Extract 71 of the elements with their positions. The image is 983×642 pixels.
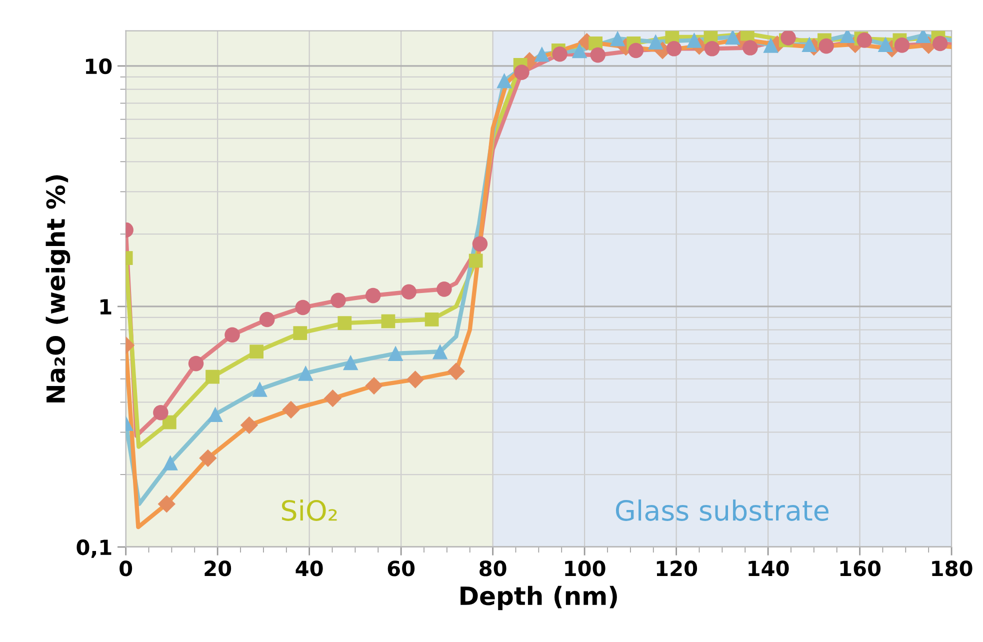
x-tick-label: 120 (656, 560, 698, 576)
point (401, 284, 416, 300)
x-tick-label: 60 (388, 560, 415, 576)
point (468, 254, 483, 268)
point (496, 72, 512, 88)
point (206, 370, 220, 384)
point (406, 370, 424, 388)
band-label: SiO₂ (282, 499, 337, 521)
point (742, 40, 758, 56)
point (365, 288, 381, 304)
point (295, 300, 311, 316)
band-label: Glass substrate (616, 499, 828, 521)
x-tick-label: 0 (120, 560, 132, 576)
x-tick-label: 180 (932, 560, 972, 576)
x-tick-label: 140 (748, 560, 789, 576)
point (240, 416, 258, 434)
y-tick-label: 0,1 (76, 539, 112, 558)
point (298, 366, 314, 381)
point (932, 36, 948, 52)
point (162, 455, 178, 470)
point (856, 32, 872, 48)
point (208, 406, 223, 422)
point (572, 42, 588, 58)
x-tick-label: 40 (296, 560, 323, 576)
point (432, 344, 448, 360)
point (158, 495, 176, 513)
point (282, 400, 300, 419)
point (763, 38, 778, 53)
point (188, 356, 204, 372)
x-tick-label: 20 (204, 560, 232, 576)
point (704, 41, 720, 56)
point (514, 64, 530, 80)
x-tick-label: 80 (480, 560, 506, 576)
point (686, 32, 702, 48)
point (780, 30, 796, 46)
point (342, 354, 358, 370)
point (153, 404, 168, 420)
point (330, 292, 346, 308)
point (628, 42, 644, 58)
point (324, 389, 342, 408)
point (666, 41, 682, 56)
x-axis-title: Depth (nm) (460, 586, 617, 610)
point (802, 36, 817, 52)
point (252, 382, 268, 397)
point (648, 34, 664, 50)
point (534, 46, 550, 62)
point (552, 46, 568, 62)
point (293, 326, 308, 340)
point (590, 47, 606, 63)
point (199, 449, 217, 468)
y-axis-title: Na₂O (weight %) (46, 175, 70, 402)
point (250, 344, 264, 359)
point (381, 314, 396, 328)
point (224, 327, 240, 343)
y-tick-label: 10 (86, 58, 112, 74)
x-tick-label: 160 (840, 560, 881, 576)
point (259, 312, 275, 328)
point (725, 30, 740, 45)
point (338, 316, 352, 330)
point (818, 38, 834, 54)
x-tick-label: 100 (565, 560, 606, 576)
point (424, 312, 439, 326)
point (365, 376, 383, 395)
point (894, 38, 910, 53)
point (436, 282, 452, 297)
y-tick-label: 1 (100, 299, 112, 314)
point (610, 30, 626, 46)
point (447, 362, 465, 380)
point (878, 36, 894, 52)
point (472, 236, 488, 252)
point (388, 346, 404, 362)
